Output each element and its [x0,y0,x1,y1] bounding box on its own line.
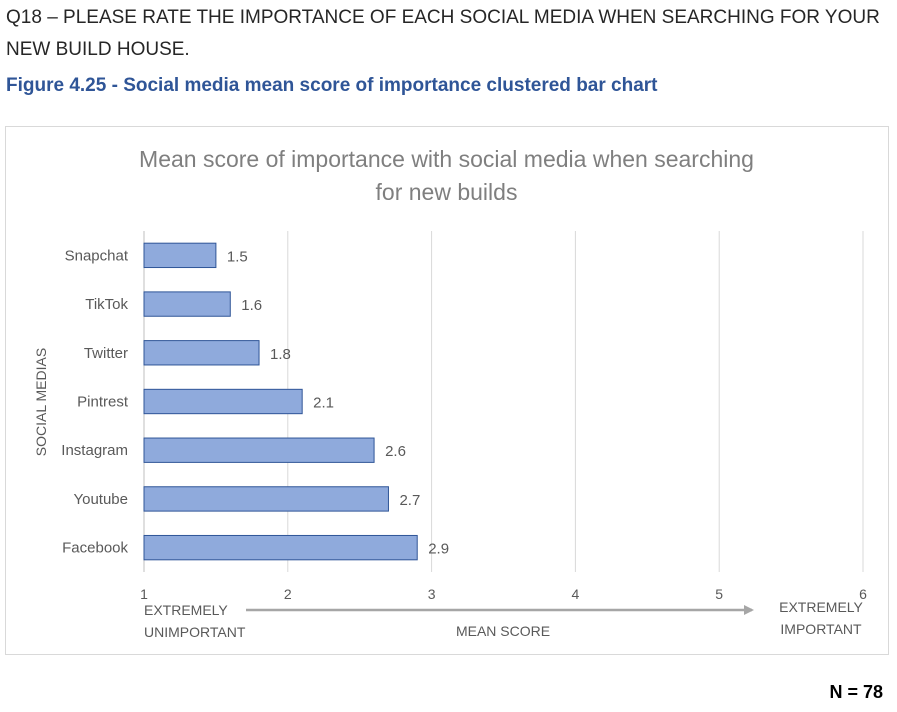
high-end-label-line-1: EXTREMELY [779,599,863,615]
high-end-label-line-2: IMPORTANT [780,621,862,637]
data-label: 2.9 [428,541,449,558]
x-tick-label: 2 [284,586,292,602]
category-label: Instagram [61,442,128,459]
bar [143,486,389,512]
data-label: 1.8 [270,346,291,363]
x-tick-label: 6 [859,586,867,602]
sample-size: N = 78 [829,682,883,702]
chart-title: Mean score of importance with social med… [100,143,793,209]
bar [143,291,231,317]
category-label: Twitter [84,345,128,362]
data-label: 2.7 [399,492,420,509]
bar [143,534,418,561]
bar [143,242,217,269]
category-label: Facebook [62,540,128,557]
data-label: 1.5 [227,248,248,265]
category-label: TikTok [85,296,128,313]
x-tick-label: 5 [715,586,723,602]
bar [143,437,375,463]
figure-caption: Figure 4.25 - Social media mean score of… [6,75,658,96]
data-label: 2.1 [313,395,334,412]
low-end-label-line-1: EXTREMELY [144,602,228,618]
x-tick-label: 3 [428,586,436,602]
data-label: 2.6 [385,443,406,460]
y-axis-title: SOCIAL MEDIAS [33,348,49,456]
x-tick-label: 4 [572,586,580,602]
x-tick-label: 1 [140,586,148,602]
category-label: Snapchat [65,247,129,264]
x-axis-title: MEAN SCORE [456,623,550,639]
low-end-label-line-2: UNIMPORTANT [144,624,246,640]
chart-title-line-1: Mean score of importance with social med… [139,146,754,172]
bar [143,340,260,366]
bar [143,388,303,415]
question-text: Q18 – PLEASE RATE THE IMPORTANCE OF EACH… [6,7,880,60]
chart-title-line-2: for new builds [375,179,518,205]
category-label: Youtube [73,491,128,508]
data-label: 1.6 [241,297,262,314]
category-label: Pintrest [77,394,129,411]
